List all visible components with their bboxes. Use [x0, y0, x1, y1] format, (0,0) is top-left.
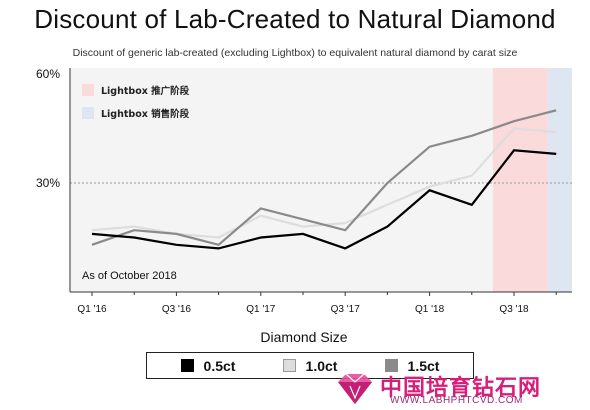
x-tick-label: Q3 '16 — [162, 304, 192, 315]
legend-item: 1.0ct — [282, 357, 338, 374]
region-legend-label: Lightbox 销售阶段 — [101, 108, 190, 120]
chart-title: Discount of Lab-Created to Natural Diamo… — [34, 4, 556, 34]
legend-swatch — [282, 359, 296, 372]
legend-swatch — [180, 359, 194, 372]
shaded-region — [492, 68, 548, 292]
annotation-text: As of October 2018 — [82, 270, 177, 282]
y-tick-label: 60% — [36, 67, 60, 81]
legend-label: 0.5ct — [203, 357, 236, 374]
series-line-0_5ct — [91, 149, 557, 250]
chart-legend: 0.5ct 1.0ct 1.5ct — [146, 352, 474, 379]
x-tick-label: Q3 '17 — [331, 304, 361, 315]
x-tick-label: Q1 '18 — [415, 304, 445, 315]
legend-label: 1.5ct — [407, 357, 440, 374]
legend-item: 1.5ct — [384, 357, 440, 374]
x-tick-label: Q1 '17 — [246, 304, 276, 315]
plot-background — [70, 68, 572, 292]
chart-subtitle: Discount of generic lab-created (excludi… — [72, 47, 518, 59]
x-axis-label: Diamond Size — [260, 329, 347, 345]
watermark-url: WWW.LABHPHTCVD.COM — [390, 395, 523, 406]
legend-item: 0.5ct — [180, 357, 236, 374]
region-legend-swatch — [82, 107, 94, 119]
region-legend-label: Lightbox 推广阶段 — [101, 85, 190, 97]
legend-swatch — [384, 359, 398, 372]
diamond-logo-icon — [338, 373, 372, 404]
x-tick-label: Q3 '18 — [499, 304, 529, 315]
shaded-region — [547, 68, 572, 292]
series-line-1_5ct — [91, 109, 557, 247]
region-legend-swatch — [82, 84, 94, 96]
watermark-text: 中国培育钻石网 — [380, 375, 542, 400]
y-tick-label: 30% — [36, 176, 60, 190]
x-tick-label: Q1 '16 — [77, 304, 107, 315]
watermark: 中国培育钻石网 WWW.LABHPHTCVD.COM — [334, 368, 584, 410]
legend-label: 1.0ct — [305, 357, 338, 374]
